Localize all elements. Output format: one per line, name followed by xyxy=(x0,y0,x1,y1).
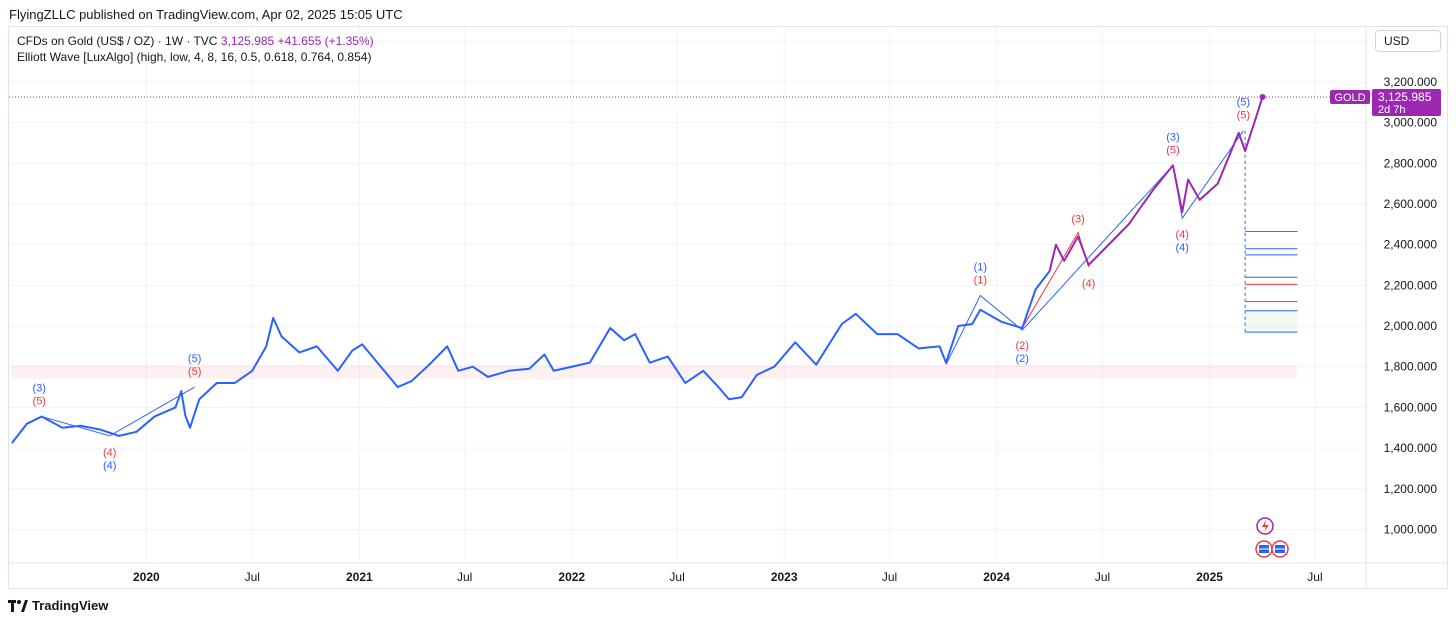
tradingview-logo-icon xyxy=(8,599,28,612)
wave-line xyxy=(41,386,195,437)
brand-label: TradingView xyxy=(32,598,109,613)
y-tick-label: 2,600.000 xyxy=(1384,197,1438,211)
footer-brand: TradingView xyxy=(8,598,108,613)
y-tick-label: 1,000.000 xyxy=(1384,522,1438,536)
wave-label: (1) xyxy=(974,262,987,274)
x-tick-label: 2022 xyxy=(558,570,585,584)
wave-label: (5) xyxy=(33,396,46,408)
x-axis: 2020 Jul 2021 Jul 2022 Jul 2023 Jul 2024 Jul 2025 J… xyxy=(133,570,1323,584)
wave-label: (4) xyxy=(1176,242,1189,254)
wave-label: (3) xyxy=(33,383,46,395)
wave-line xyxy=(945,130,1244,365)
wave-label: (5) xyxy=(1166,144,1179,156)
wave-label: (4) xyxy=(103,447,116,459)
wave-label: (4) xyxy=(1082,278,1095,290)
chart-legend: CFDs on Gold (US$ / OZ) · 1W · TVC 3,125… xyxy=(17,33,374,65)
y-tick-label: 2,000.000 xyxy=(1384,319,1438,333)
y-tick-label: 1,400.000 xyxy=(1384,441,1438,455)
last-price-dot xyxy=(1259,93,1266,100)
x-tick-label: 2020 xyxy=(133,570,160,584)
wave-label: (3) xyxy=(1071,213,1084,225)
wave-label: (4) xyxy=(1176,229,1189,241)
event-icons xyxy=(1255,517,1289,558)
wave-label: (5) xyxy=(188,366,201,378)
symbol-row: CFDs on Gold (US$ / OZ) · 1W · TVC 3,125… xyxy=(17,33,374,49)
zone-rect xyxy=(11,364,1298,379)
tag-symbol-bg xyxy=(1330,89,1370,104)
support-zone xyxy=(11,364,1298,379)
x-tick-label: Jul xyxy=(882,570,897,584)
y-tick-label: 2,400.000 xyxy=(1384,238,1438,252)
y-tick-label: 3,000.000 xyxy=(1384,116,1438,130)
y-tick-label: 1,800.000 xyxy=(1384,360,1438,374)
price-change: +41.655 (+1.35%) xyxy=(277,34,374,48)
y-tick-label: 2,200.000 xyxy=(1384,278,1438,292)
bolt-icon xyxy=(1262,520,1269,532)
x-tick-label: 2024 xyxy=(983,570,1010,584)
wave-label: (4) xyxy=(103,460,116,472)
wave-label: (2) xyxy=(1015,340,1028,352)
indicator-row: Elliott Wave [LuxAlgo] (high, low, 4, 8,… xyxy=(17,50,372,64)
wave-label: (2) xyxy=(1015,353,1028,365)
tag-price: 3,125.985 xyxy=(1378,90,1432,104)
x-tick-label: Jul xyxy=(669,570,684,584)
x-tick-label: Jul xyxy=(1307,570,1322,584)
wave-label: (3) xyxy=(1166,131,1179,143)
x-tick-label: Jul xyxy=(1095,570,1110,584)
y-tick-label: 2,800.000 xyxy=(1384,156,1438,170)
currency-button[interactable]: USD xyxy=(1375,30,1441,52)
series-line-blue xyxy=(11,270,1051,444)
grid-lines xyxy=(8,27,1447,588)
tag-countdown: 2d 7h xyxy=(1378,104,1406,116)
fib-levels xyxy=(1244,130,1298,333)
x-tick-label: 2025 xyxy=(1196,570,1223,584)
x-tick-label: Jul xyxy=(245,570,260,584)
x-tick-label: Jul xyxy=(457,570,472,584)
y-tick-label: 1,600.000 xyxy=(1384,400,1438,414)
tag-symbol: GOLD xyxy=(1334,92,1365,104)
fib-fill xyxy=(1245,310,1298,333)
publisher-line: FlyingZLLC published on TradingView.com,… xyxy=(9,7,403,22)
last-price: 3,125.985 xyxy=(220,34,275,48)
price-series xyxy=(11,93,1266,444)
chart-frame xyxy=(8,26,1448,589)
x-tick-label: 2021 xyxy=(346,570,373,584)
wave-label: (1) xyxy=(974,275,987,287)
series-line-purple xyxy=(1048,96,1264,272)
wave-label: (5) xyxy=(1237,110,1250,122)
wave-lines xyxy=(41,130,1244,437)
tag-price-bg xyxy=(1372,88,1441,116)
symbol-label: CFDs on Gold (US$ / OZ) · 1W · TVC xyxy=(17,34,218,48)
y-tick-label: 1,200.000 xyxy=(1384,482,1438,496)
y-tick-label: 3,200.000 xyxy=(1384,75,1438,89)
x-tick-label: 2023 xyxy=(771,570,798,584)
wave-annotations: (3)(5)(4)(4)(5)(5)(1)(1)(2)(2)(3)(4)(3)(… xyxy=(33,97,1251,472)
wave-label: (5) xyxy=(188,353,201,365)
wave-label: (5) xyxy=(1237,97,1250,109)
